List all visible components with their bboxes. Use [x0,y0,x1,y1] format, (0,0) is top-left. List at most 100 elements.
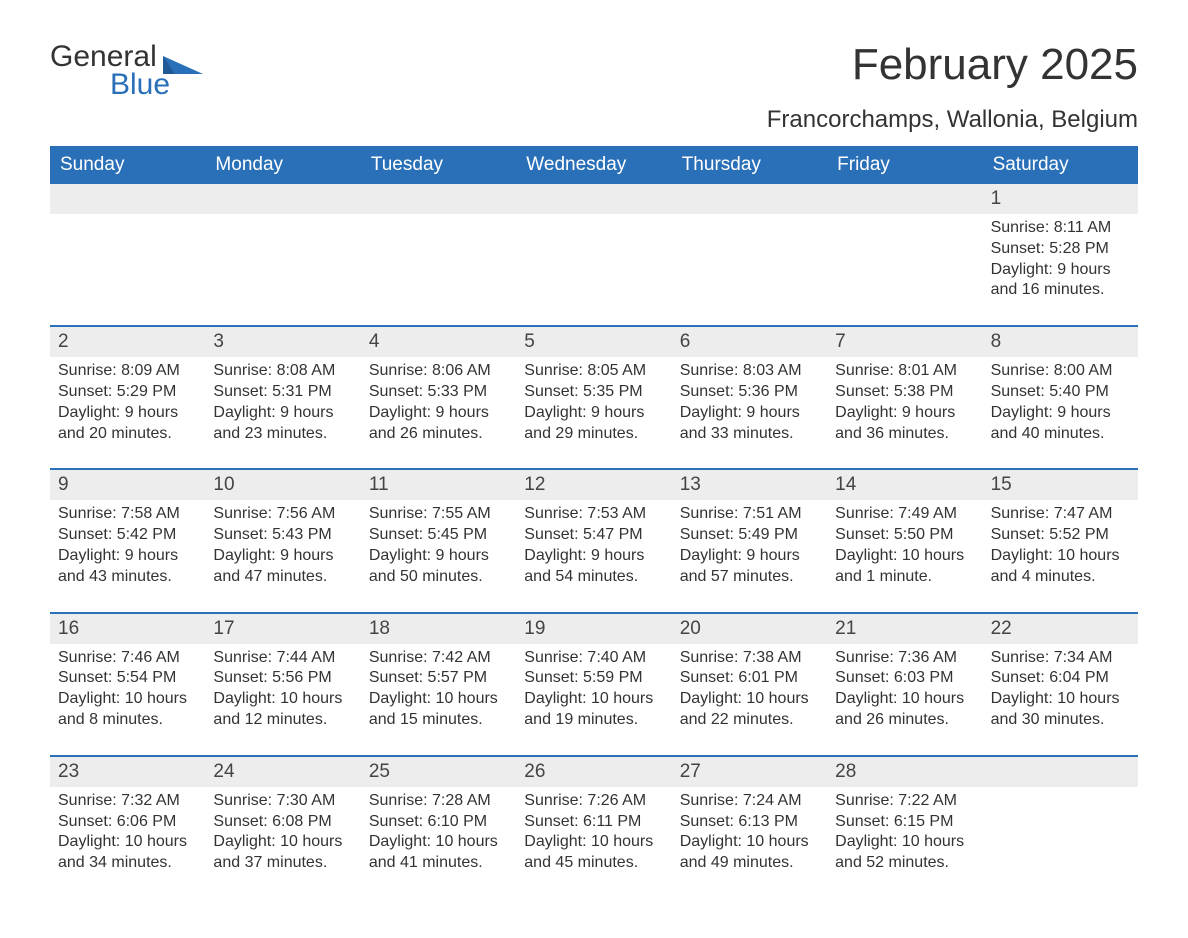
sunrise-text: Sunrise: 8:01 AM [835,361,974,382]
daylight-line1: Daylight: 10 hours [680,689,819,710]
day-number: 5 [516,327,671,357]
sunset-text: Sunset: 5:59 PM [524,668,663,689]
daylight-line2: and 23 minutes. [213,424,352,445]
daylight-line2: and 47 minutes. [213,567,352,588]
day-cell: 28Sunrise: 7:22 AMSunset: 6:15 PMDayligh… [827,757,982,898]
daylight-line2: and 37 minutes. [213,853,352,874]
sunrise-text: Sunrise: 7:34 AM [991,648,1130,669]
sunset-text: Sunset: 6:10 PM [369,812,508,833]
dow-friday: Friday [827,146,982,184]
day-number [827,184,982,214]
sunset-text: Sunset: 6:15 PM [835,812,974,833]
sunset-text: Sunset: 5:28 PM [991,239,1130,260]
day-details: Sunrise: 7:58 AMSunset: 5:42 PMDaylight:… [50,500,205,587]
day-cell: 26Sunrise: 7:26 AMSunset: 6:11 PMDayligh… [516,757,671,898]
calendar-grid: Sunday Monday Tuesday Wednesday Thursday… [50,146,1138,898]
week-row: 9Sunrise: 7:58 AMSunset: 5:42 PMDaylight… [50,468,1138,611]
day-cell [361,184,516,325]
sunrise-text: Sunrise: 7:30 AM [213,791,352,812]
daylight-line1: Daylight: 10 hours [991,689,1130,710]
day-details: Sunrise: 7:22 AMSunset: 6:15 PMDaylight:… [827,787,982,874]
day-number: 18 [361,614,516,644]
day-number: 27 [672,757,827,787]
day-cell: 16Sunrise: 7:46 AMSunset: 5:54 PMDayligh… [50,614,205,755]
day-number: 16 [50,614,205,644]
sunset-text: Sunset: 5:40 PM [991,382,1130,403]
daylight-line2: and 22 minutes. [680,710,819,731]
day-details: Sunrise: 8:08 AMSunset: 5:31 PMDaylight:… [205,357,360,444]
sunset-text: Sunset: 5:49 PM [680,525,819,546]
daylight-line2: and 36 minutes. [835,424,974,445]
day-number: 28 [827,757,982,787]
sunrise-text: Sunrise: 7:24 AM [680,791,819,812]
day-cell: 3Sunrise: 8:08 AMSunset: 5:31 PMDaylight… [205,327,360,468]
day-cell: 21Sunrise: 7:36 AMSunset: 6:03 PMDayligh… [827,614,982,755]
day-details: Sunrise: 8:09 AMSunset: 5:29 PMDaylight:… [50,357,205,444]
sunset-text: Sunset: 5:31 PM [213,382,352,403]
day-number: 14 [827,470,982,500]
week-row: 2Sunrise: 8:09 AMSunset: 5:29 PMDaylight… [50,325,1138,468]
day-details: Sunrise: 7:24 AMSunset: 6:13 PMDaylight:… [672,787,827,874]
daylight-line1: Daylight: 10 hours [835,546,974,567]
day-cell: 2Sunrise: 8:09 AMSunset: 5:29 PMDaylight… [50,327,205,468]
daylight-line2: and 33 minutes. [680,424,819,445]
sunrise-text: Sunrise: 7:44 AM [213,648,352,669]
daylight-line1: Daylight: 10 hours [369,832,508,853]
day-cell: 1Sunrise: 8:11 AMSunset: 5:28 PMDaylight… [983,184,1138,325]
daylight-line1: Daylight: 9 hours [369,403,508,424]
sunset-text: Sunset: 5:57 PM [369,668,508,689]
day-cell: 18Sunrise: 7:42 AMSunset: 5:57 PMDayligh… [361,614,516,755]
title-block: February 2025 Francorchamps, Wallonia, B… [767,40,1138,134]
daylight-line1: Daylight: 9 hours [213,546,352,567]
sunrise-text: Sunrise: 7:26 AM [524,791,663,812]
day-details: Sunrise: 7:47 AMSunset: 5:52 PMDaylight:… [983,500,1138,587]
day-details: Sunrise: 7:46 AMSunset: 5:54 PMDaylight:… [50,644,205,731]
sunrise-text: Sunrise: 7:38 AM [680,648,819,669]
day-details: Sunrise: 8:05 AMSunset: 5:35 PMDaylight:… [516,357,671,444]
day-details: Sunrise: 7:55 AMSunset: 5:45 PMDaylight:… [361,500,516,587]
week-row: 23Sunrise: 7:32 AMSunset: 6:06 PMDayligh… [50,755,1138,898]
day-cell: 25Sunrise: 7:28 AMSunset: 6:10 PMDayligh… [361,757,516,898]
day-details: Sunrise: 7:36 AMSunset: 6:03 PMDaylight:… [827,644,982,731]
sunrise-text: Sunrise: 7:49 AM [835,504,974,525]
day-number [983,757,1138,787]
daylight-line2: and 50 minutes. [369,567,508,588]
day-number: 21 [827,614,982,644]
day-number: 3 [205,327,360,357]
day-number [361,184,516,214]
sunset-text: Sunset: 6:03 PM [835,668,974,689]
daylight-line2: and 26 minutes. [369,424,508,445]
day-details: Sunrise: 7:44 AMSunset: 5:56 PMDaylight:… [205,644,360,731]
location: Francorchamps, Wallonia, Belgium [767,106,1138,134]
day-details: Sunrise: 8:03 AMSunset: 5:36 PMDaylight:… [672,357,827,444]
daylight-line2: and 4 minutes. [991,567,1130,588]
sunrise-text: Sunrise: 8:03 AM [680,361,819,382]
day-cell [672,184,827,325]
day-cell [983,757,1138,898]
daylight-line2: and 49 minutes. [680,853,819,874]
day-cell: 8Sunrise: 8:00 AMSunset: 5:40 PMDaylight… [983,327,1138,468]
dow-sunday: Sunday [50,146,205,184]
day-cell: 4Sunrise: 8:06 AMSunset: 5:33 PMDaylight… [361,327,516,468]
sunrise-text: Sunrise: 7:58 AM [58,504,197,525]
daylight-line2: and 29 minutes. [524,424,663,445]
daylight-line1: Daylight: 9 hours [991,260,1130,281]
sunrise-text: Sunrise: 8:08 AM [213,361,352,382]
sunrise-text: Sunrise: 7:47 AM [991,504,1130,525]
daylight-line1: Daylight: 9 hours [58,403,197,424]
day-details: Sunrise: 7:32 AMSunset: 6:06 PMDaylight:… [50,787,205,874]
day-cell: 9Sunrise: 7:58 AMSunset: 5:42 PMDaylight… [50,470,205,611]
week-row: 1Sunrise: 8:11 AMSunset: 5:28 PMDaylight… [50,184,1138,325]
day-details: Sunrise: 7:42 AMSunset: 5:57 PMDaylight:… [361,644,516,731]
day-number: 23 [50,757,205,787]
daylight-line1: Daylight: 10 hours [991,546,1130,567]
sunrise-text: Sunrise: 7:53 AM [524,504,663,525]
daylight-line1: Daylight: 9 hours [991,403,1130,424]
sunset-text: Sunset: 6:13 PM [680,812,819,833]
day-details: Sunrise: 7:40 AMSunset: 5:59 PMDaylight:… [516,644,671,731]
daylight-line1: Daylight: 10 hours [835,832,974,853]
sunset-text: Sunset: 5:33 PM [369,382,508,403]
weeks-container: 1Sunrise: 8:11 AMSunset: 5:28 PMDaylight… [50,184,1138,898]
sunset-text: Sunset: 5:52 PM [991,525,1130,546]
day-cell: 24Sunrise: 7:30 AMSunset: 6:08 PMDayligh… [205,757,360,898]
